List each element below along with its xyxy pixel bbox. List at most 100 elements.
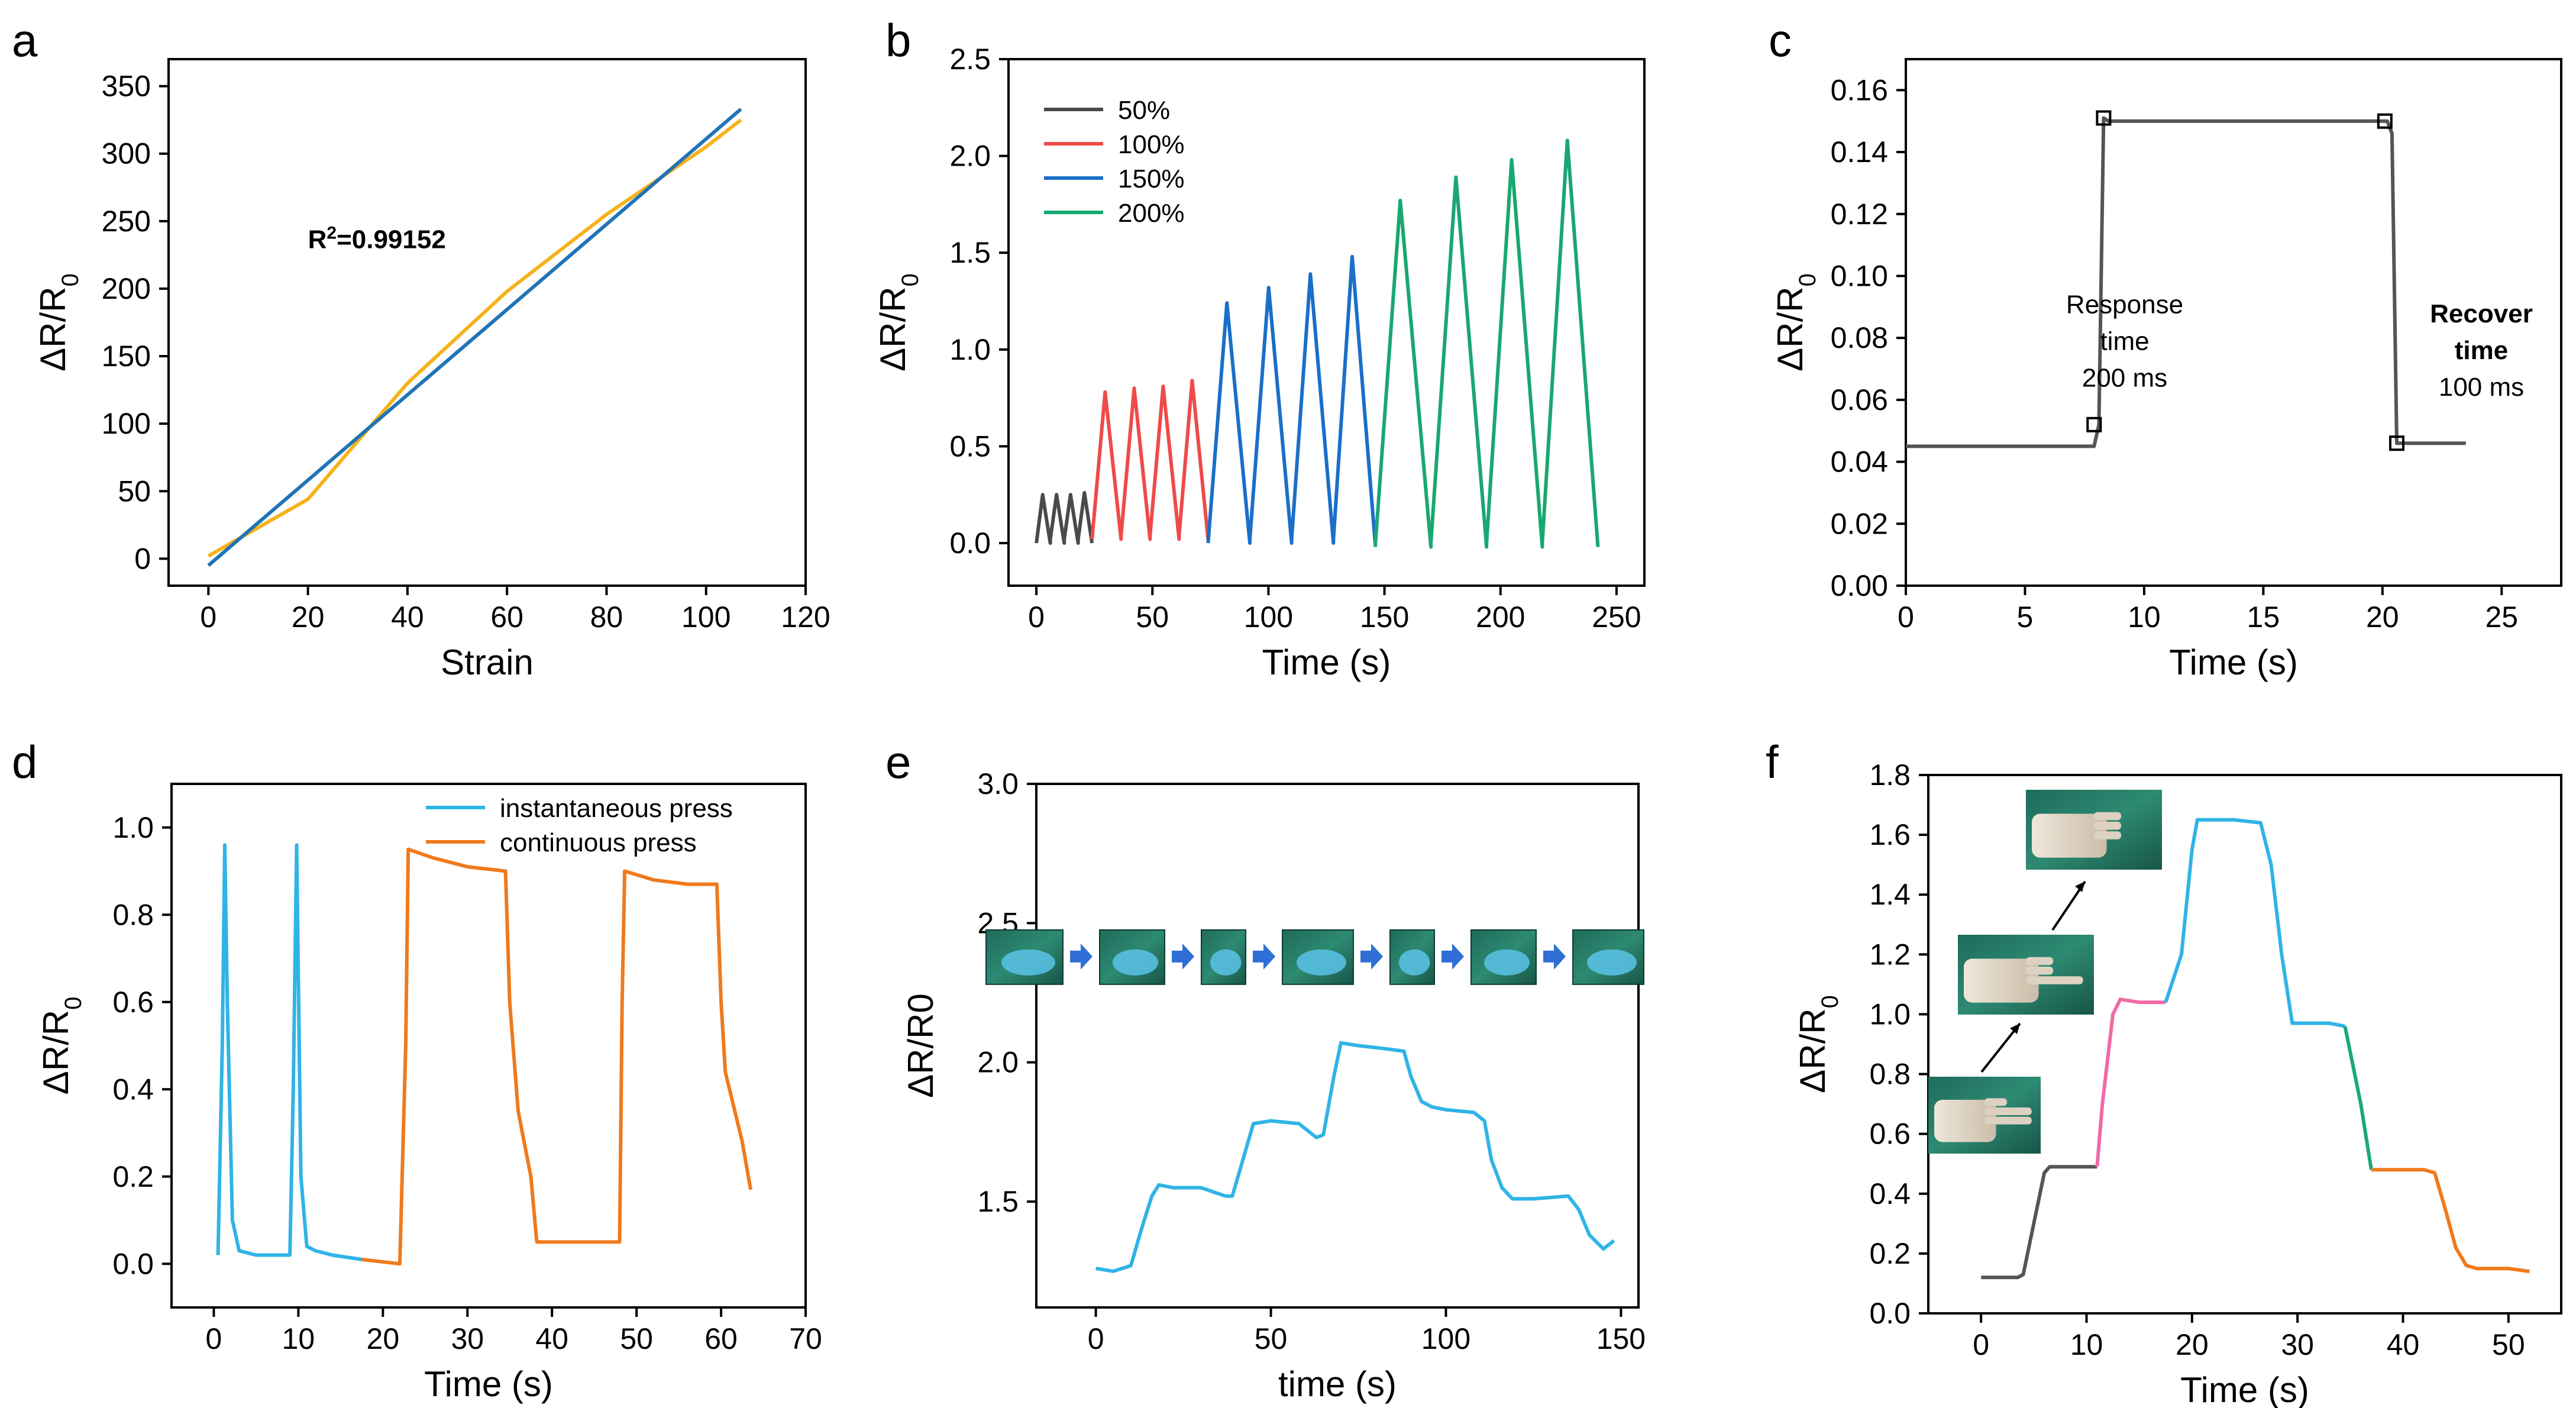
y-tick-label: 0 [134, 542, 151, 575]
x-tick-label: 50 [620, 1322, 653, 1355]
legend-entry: continuous press [500, 828, 697, 857]
y-tick-label: 0.8 [112, 898, 154, 931]
x-tick-label: 20 [2366, 600, 2399, 634]
y-tick-label: 250 [102, 205, 151, 238]
data-marker [2388, 435, 2404, 451]
series-line-signal [1095, 1041, 1615, 1273]
y-axis-label-subscript: 0 [1817, 995, 1843, 1008]
series-line-step1 [1981, 1165, 2097, 1280]
robot-palm [1964, 958, 2039, 1003]
pointer-arrow [1980, 1022, 2021, 1073]
x-tick-label: 40 [391, 600, 424, 634]
panel-d: d 0 10 20 30 40 50 60 70 0.0 0.2 0.4 0.6 0.8 1.0 Time … [12, 736, 822, 1404]
legend-entry: 150% [1118, 164, 1185, 193]
x-tick-label: 60 [704, 1322, 738, 1355]
glove-hand [1587, 949, 1637, 976]
y-axis-label: ΔR/R0 [1770, 273, 1821, 372]
panel-c: c 0 5 10 15 20 25 0.00 0.02 0.04 0.06 0.08 0.10 0.12… [1769, 14, 2562, 682]
y-axis-label: ΔR/R0 [33, 273, 83, 372]
x-tick-label: 5 [2017, 600, 2034, 634]
x-tick-label: 70 [789, 1322, 822, 1355]
r-squared-sup: 2 [327, 223, 337, 243]
robot-palm [1934, 1100, 1996, 1142]
x-tick-label: 200 [1476, 600, 1525, 634]
robot-finger [2094, 812, 2121, 821]
x-tick-label: 150 [1596, 1322, 1646, 1355]
y-tick-label: 0.5 [949, 429, 991, 463]
y-tick-label: 50 [118, 474, 151, 508]
arrow-right-icon [1543, 943, 1566, 970]
x-tick-label: 20 [367, 1322, 400, 1355]
legend-entry: 100% [1118, 130, 1185, 159]
x-tick-label: 60 [490, 600, 523, 634]
plot-frame [1035, 783, 1640, 1309]
plot-frame [167, 58, 807, 587]
x-tick-label: 0 [1973, 1328, 1989, 1361]
x-tick-label: 40 [535, 1322, 568, 1355]
x-tick-label: 20 [2176, 1328, 2209, 1361]
y-tick-label: 2.0 [949, 140, 991, 173]
series-line-step5 [2371, 1168, 2530, 1274]
robot-finger [2094, 822, 2121, 830]
y-tick-label: 2.5 [949, 43, 991, 76]
response-label: Response [2066, 290, 2183, 319]
x-tick-label: 0 [200, 600, 216, 634]
y-axis-label: ΔR/R0 [873, 273, 923, 372]
panel-c-letter: c [1769, 14, 1792, 66]
x-tick-label: 50 [1136, 600, 1169, 634]
y-tick-label: 200 [102, 272, 151, 305]
robot-finger [2026, 957, 2053, 965]
series-line-step3 [2164, 818, 2345, 1028]
y-axis-label: ΔR/R0 [36, 997, 86, 1095]
x-tick-label: 50 [1255, 1322, 1288, 1355]
recover-value: 100 ms [2439, 373, 2524, 402]
y-tick-label: 1.8 [1869, 758, 1911, 792]
y-tick-label: 1.5 [977, 1185, 1019, 1218]
plot-frame [1007, 58, 1646, 587]
panel-d-letter: d [12, 736, 37, 788]
plot-frame [1905, 58, 2562, 587]
robot-finger [1984, 1098, 2007, 1106]
y-tick-label: 0.06 [1831, 383, 1888, 416]
x-tick-label: 100 [681, 600, 731, 634]
x-tick-label: 10 [2128, 600, 2161, 634]
x-tick-label: 80 [590, 600, 623, 634]
y-axis-label-subscript: 0 [60, 997, 86, 1010]
x-tick-label: 10 [2070, 1328, 2103, 1361]
x-tick-label: 100 [1244, 600, 1293, 634]
x-tick-label: 30 [451, 1322, 484, 1355]
y-tick-label: 0.6 [1869, 1118, 1911, 1151]
x-axis-label: Time (s) [2169, 642, 2298, 682]
panel-f: f 0 10 20 30 40 50 0.0 0.2 0.4 0.6 0.8 1.0 1.2 1.4 1.6… [1766, 736, 2562, 1408]
panel-f-letter: f [1766, 736, 1779, 788]
glove-hand [1399, 949, 1430, 976]
x-axis-label: Strain [441, 642, 534, 682]
x-tick-label: 250 [1592, 600, 1641, 634]
y-axis-label-subscript: 0 [1795, 273, 1821, 286]
robot-finger [1984, 1116, 2032, 1125]
x-tick-label: 30 [2281, 1328, 2314, 1361]
series-line-response [1906, 116, 2466, 448]
y-tick-label: 0.0 [112, 1247, 154, 1280]
y-tick-label: 1.2 [1869, 938, 1911, 971]
arrow-right-icon [1441, 943, 1464, 970]
series-line-instantaneous-press [216, 843, 363, 1261]
y-tick-label: 1.0 [949, 333, 991, 366]
y-tick-label: 300 [102, 137, 151, 170]
arrow-head-icon [2075, 881, 2085, 892]
x-tick-label: 0 [1088, 1322, 1104, 1355]
panel-b-letter: b [885, 14, 911, 66]
x-tick-label: 10 [282, 1322, 315, 1355]
x-tick-label: 50 [2492, 1328, 2525, 1361]
x-tick-label: 150 [1360, 600, 1409, 634]
arrow-right-icon [1172, 943, 1194, 970]
x-axis-label: Time (s) [424, 1364, 553, 1404]
y-tick-label: 1.0 [112, 811, 154, 844]
x-tick-label: 40 [2387, 1328, 2420, 1361]
y-tick-label: 0.4 [112, 1073, 154, 1106]
plot-frame [1927, 774, 2562, 1315]
response-label-2: time [2100, 327, 2149, 356]
y-tick-label: 1.6 [1869, 818, 1911, 851]
